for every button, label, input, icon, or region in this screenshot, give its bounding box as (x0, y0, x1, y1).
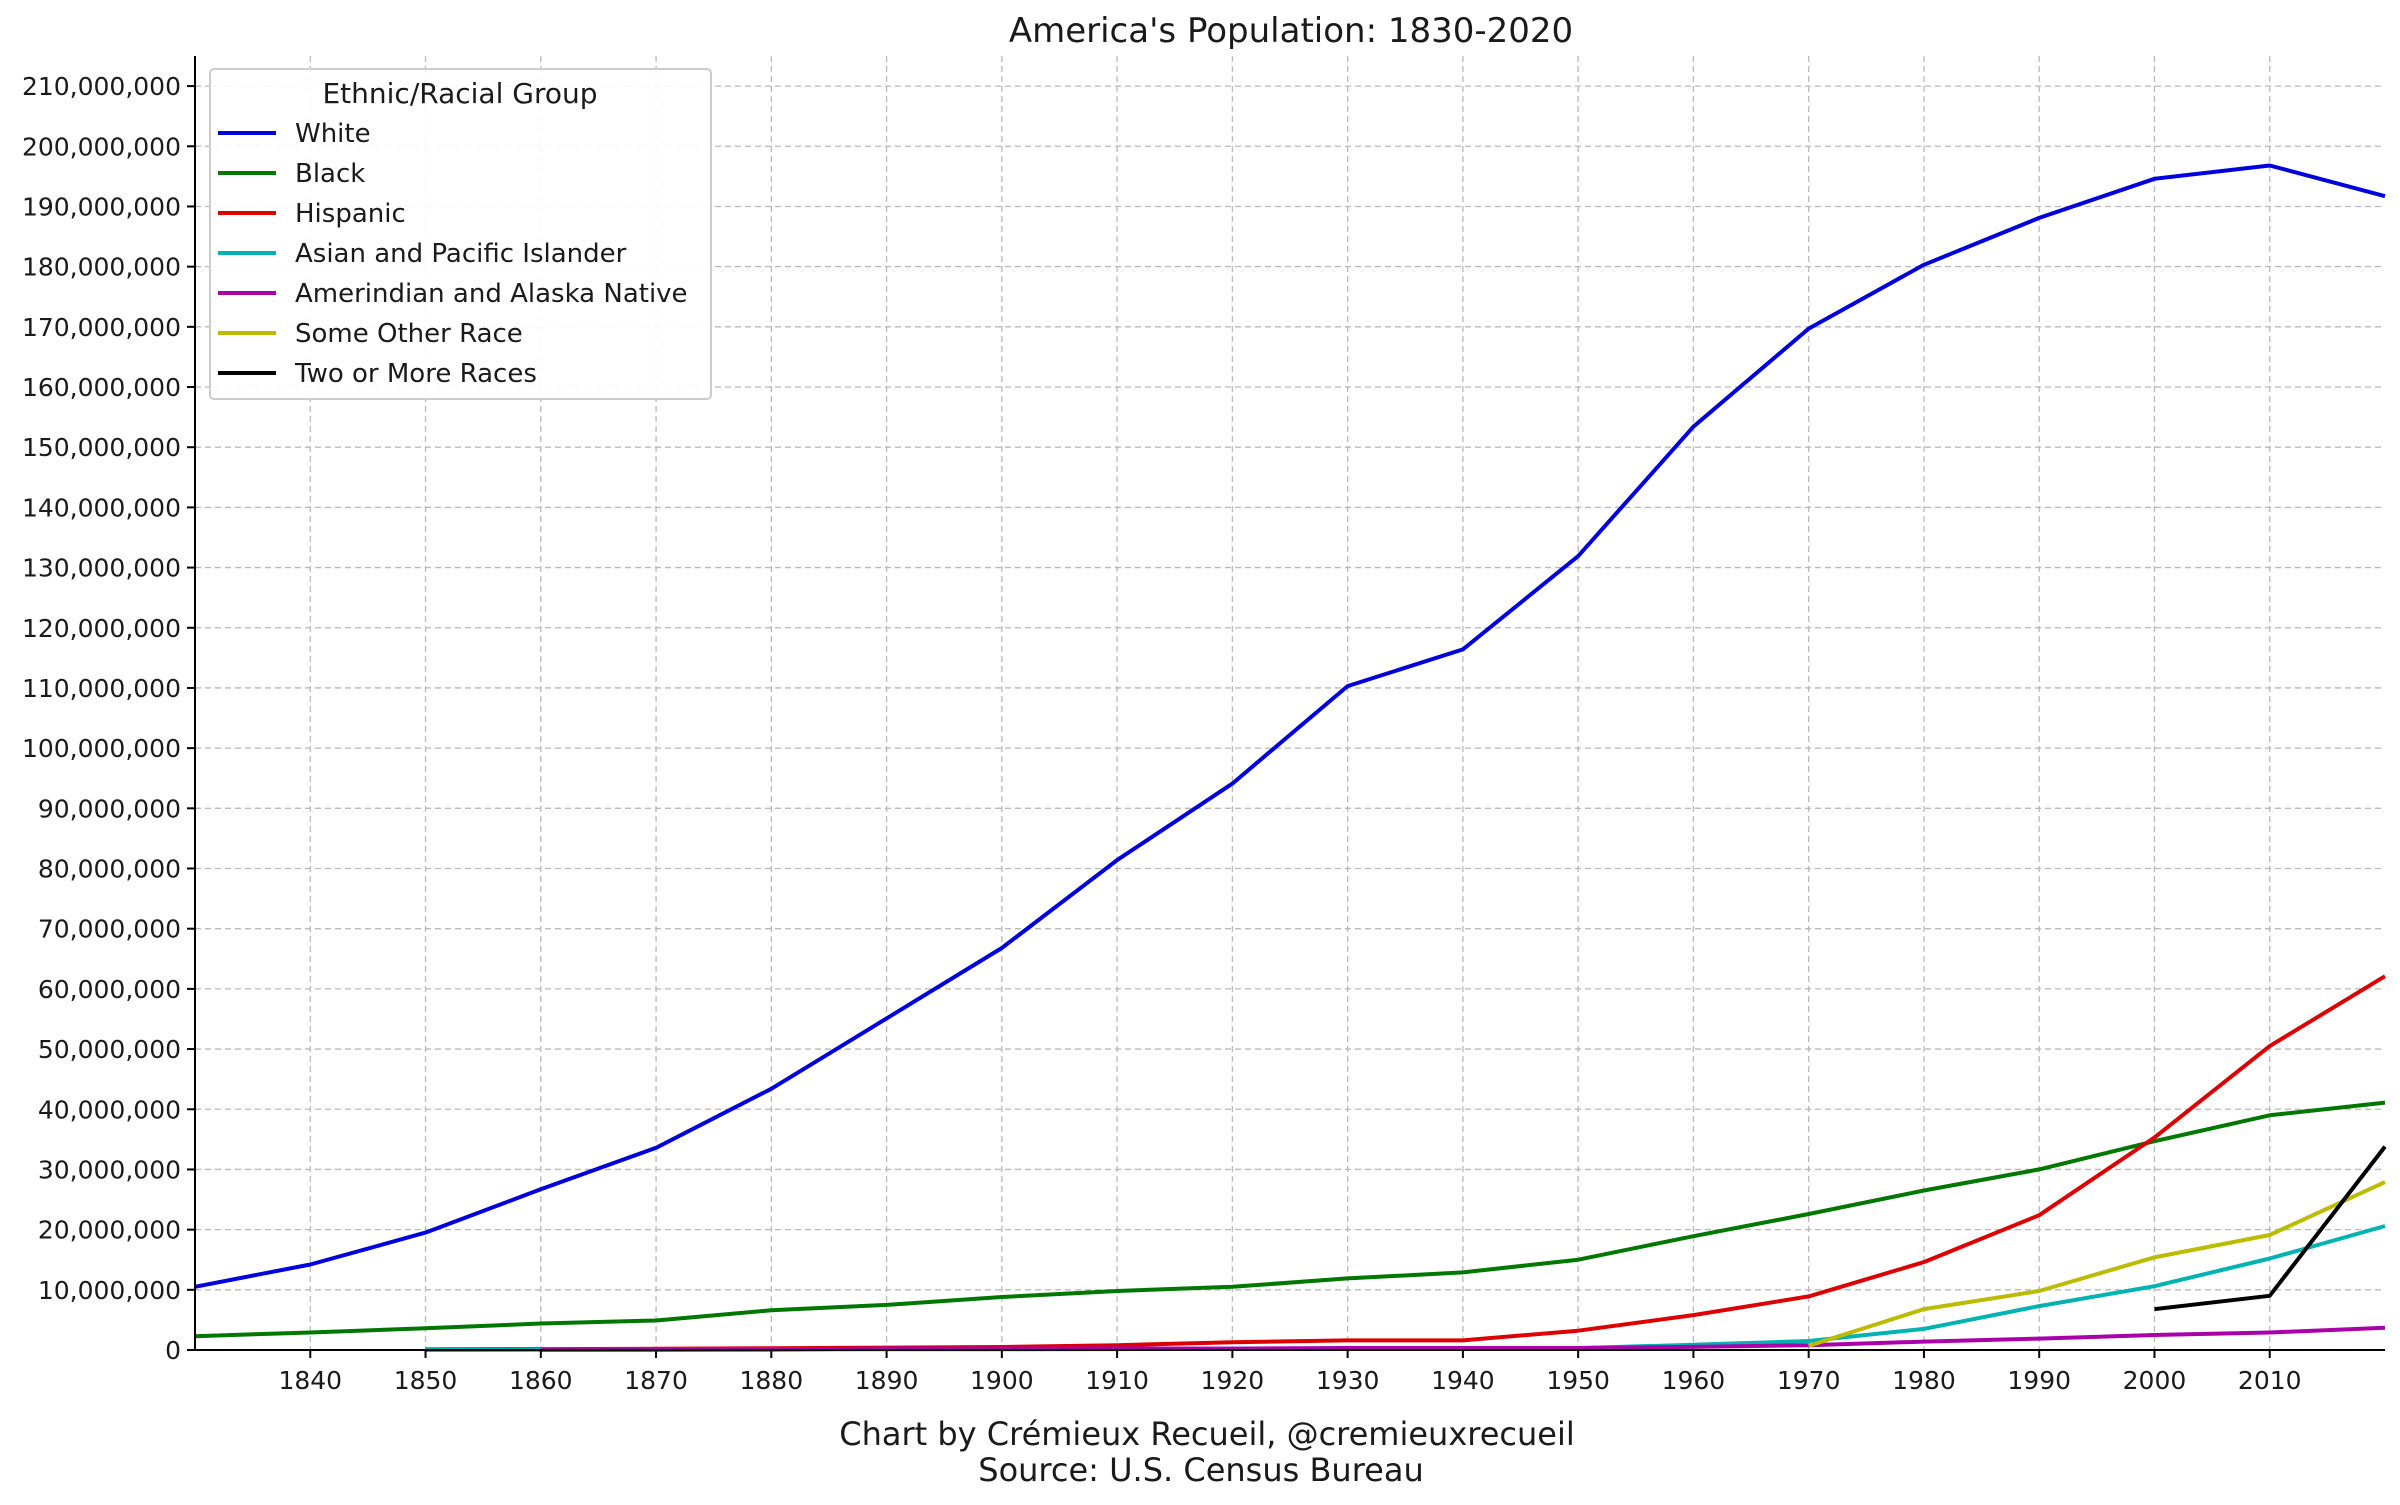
y-tick-label: 10,000,000 (38, 1276, 181, 1305)
x-tick-label: 1940 (1431, 1366, 1495, 1395)
y-tick-label: 0 (165, 1336, 181, 1365)
y-tick-label: 200,000,000 (22, 132, 181, 161)
y-tick-label: 140,000,000 (22, 493, 181, 522)
y-tick-label: 150,000,000 (22, 433, 181, 462)
y-tick-label: 60,000,000 (38, 975, 181, 1004)
x-tick-label: 1910 (1085, 1366, 1149, 1395)
series-line-asian-and-pacific-islander (425, 1224, 2386, 1352)
legend-box (209, 68, 712, 400)
y-tick-label: 100,000,000 (22, 734, 181, 763)
x-tick-label: 1890 (855, 1366, 919, 1395)
x-tick-label: 1860 (509, 1366, 573, 1395)
y-tick-label: 80,000,000 (38, 855, 181, 884)
x-tick-label: 1970 (1777, 1366, 1841, 1395)
x-tick-label: 1850 (394, 1366, 458, 1395)
y-tick-label: 190,000,000 (22, 192, 181, 221)
y-tick-label: 90,000,000 (38, 794, 181, 823)
legend-items: White Black Hispanic Asian and Pacific Isla… (218, 119, 688, 389)
legend-label-two-or-more-races: Two or More Races (294, 359, 537, 389)
x-tick-label: 1880 (740, 1366, 804, 1395)
y-tick-label: 70,000,000 (38, 915, 181, 944)
legend-label-amerindian-and-alaska-native: Amerindian and Alaska Native (295, 279, 688, 309)
series-line-white (194, 163, 2386, 1289)
y-tick-label: 20,000,000 (38, 1216, 181, 1245)
y-tick-label: 130,000,000 (22, 554, 181, 583)
series-line-some-other-race (1808, 1180, 2386, 1348)
series-line-amerindian-and-alaska-native (540, 1325, 2386, 1352)
y-tick-label: 180,000,000 (22, 253, 181, 282)
series-line-hispanic (425, 974, 2387, 1352)
legend-label-some-other-race: Some Other Race (295, 319, 523, 349)
chart-credit: Chart by Crémieux Recueil, @cremieuxrecu… (839, 1415, 1575, 1453)
x-tick-label: 1950 (1546, 1366, 1610, 1395)
legend-label-hispanic: Hispanic (295, 199, 406, 229)
x-tick-label: 1870 (624, 1366, 688, 1395)
legend-label-asian-and-pacific-islander: Asian and Pacific Islander (295, 239, 627, 269)
legend-title: Ethnic/Racial Group (322, 77, 597, 110)
axes (194, 56, 2385, 1351)
y-tick-label: 110,000,000 (22, 674, 181, 703)
legend-label-white: White (295, 119, 371, 149)
x-tick-label: 2000 (2123, 1366, 2187, 1395)
y-tick-label: 30,000,000 (38, 1155, 181, 1184)
y-tick-label: 50,000,000 (38, 1035, 181, 1064)
chart-title: America's Population: 1830-2020 (1009, 11, 1573, 51)
y-tick-label: 210,000,000 (22, 72, 181, 101)
series-line-two-or-more-races (2154, 1145, 2387, 1312)
x-tick-label: 1980 (1892, 1366, 1956, 1395)
chart-source: Source: U.S. Census Bureau (978, 1451, 1423, 1489)
x-tick-label: 2010 (2238, 1366, 2302, 1395)
x-tick-label: 1900 (970, 1366, 1034, 1395)
legend: Ethnic/Racial Group White Black Hispanic As… (209, 68, 712, 400)
x-tick-label: 1990 (2007, 1366, 2071, 1395)
y-tick-label: 160,000,000 (22, 373, 181, 402)
x-tick-label: 1930 (1316, 1366, 1380, 1395)
x-tick-label: 1960 (1662, 1366, 1726, 1395)
x-axis-ticks: 1840 1850 1860 1870 1880 1890 1900 1910 1920 1930… (278, 1350, 2302, 1395)
x-tick-label: 1920 (1201, 1366, 1265, 1395)
legend-label-black: Black (295, 159, 365, 189)
y-axis-ticks: 0 10,000,000 20,000,000 30,000,000 40,000,00… (22, 72, 195, 1365)
series-line-black (194, 1100, 2386, 1339)
y-tick-label: 40,000,000 (38, 1095, 181, 1124)
y-tick-label: 120,000,000 (22, 614, 181, 643)
x-tick-label: 1840 (278, 1366, 342, 1395)
y-tick-label: 170,000,000 (22, 313, 181, 342)
